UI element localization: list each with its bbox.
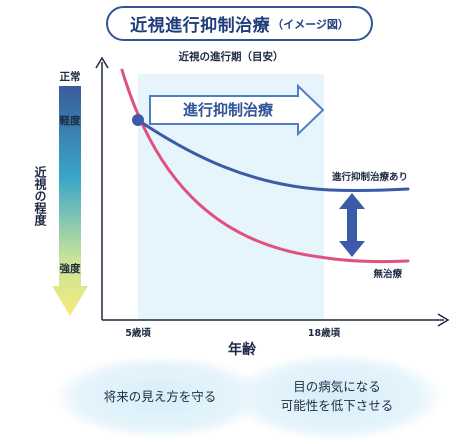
severity-gradient-arrow (52, 86, 88, 316)
chart-title-pill: 近視進行抑制治療 （イメージ図） (106, 6, 373, 41)
series-untreated-line (120, 68, 410, 264)
scale-label-severe: 強度 (60, 262, 81, 275)
treatment-arrow-label: 進行抑制治療 (183, 101, 274, 119)
scale-label-mild: 軽度 (60, 114, 81, 127)
x-axis-label: 年齢 (228, 341, 257, 358)
benefit-bubble-right: 目の病気になる 可能性を低下させる (232, 354, 442, 440)
benefit-left-text: 将来の見え方を守る (103, 388, 217, 404)
x-tick-5: 5歳頃 (125, 327, 151, 339)
scale-label-normal: 正常 (60, 70, 81, 83)
benefit-bubble-left: 将来の見え方を守る (55, 356, 265, 438)
series-untreated-label: 無治療 (373, 268, 402, 280)
chart-title: 近視進行抑制治療 (130, 16, 271, 36)
benefit-right-line1: 目の病気になる (293, 379, 381, 395)
series-treated-label: 進行抑制治療あり (332, 171, 408, 183)
y-axis-arrowhead (95, 56, 109, 69)
y-axis-label: 近視の程度 (33, 165, 47, 227)
x-axis-arrowhead (437, 313, 450, 327)
difference-double-arrow (339, 193, 365, 257)
treatment-start-point (132, 114, 144, 126)
treatment-arrow (149, 83, 325, 137)
series-treated-line (136, 118, 410, 192)
chart-title-suffix: （イメージ図） (272, 17, 349, 31)
benefit-right-line2: 可能性を低下させる (280, 398, 394, 413)
x-tick-18: 18歳頃 (308, 327, 341, 339)
progression-period-label: 近視の進行期（目安） (179, 50, 284, 63)
